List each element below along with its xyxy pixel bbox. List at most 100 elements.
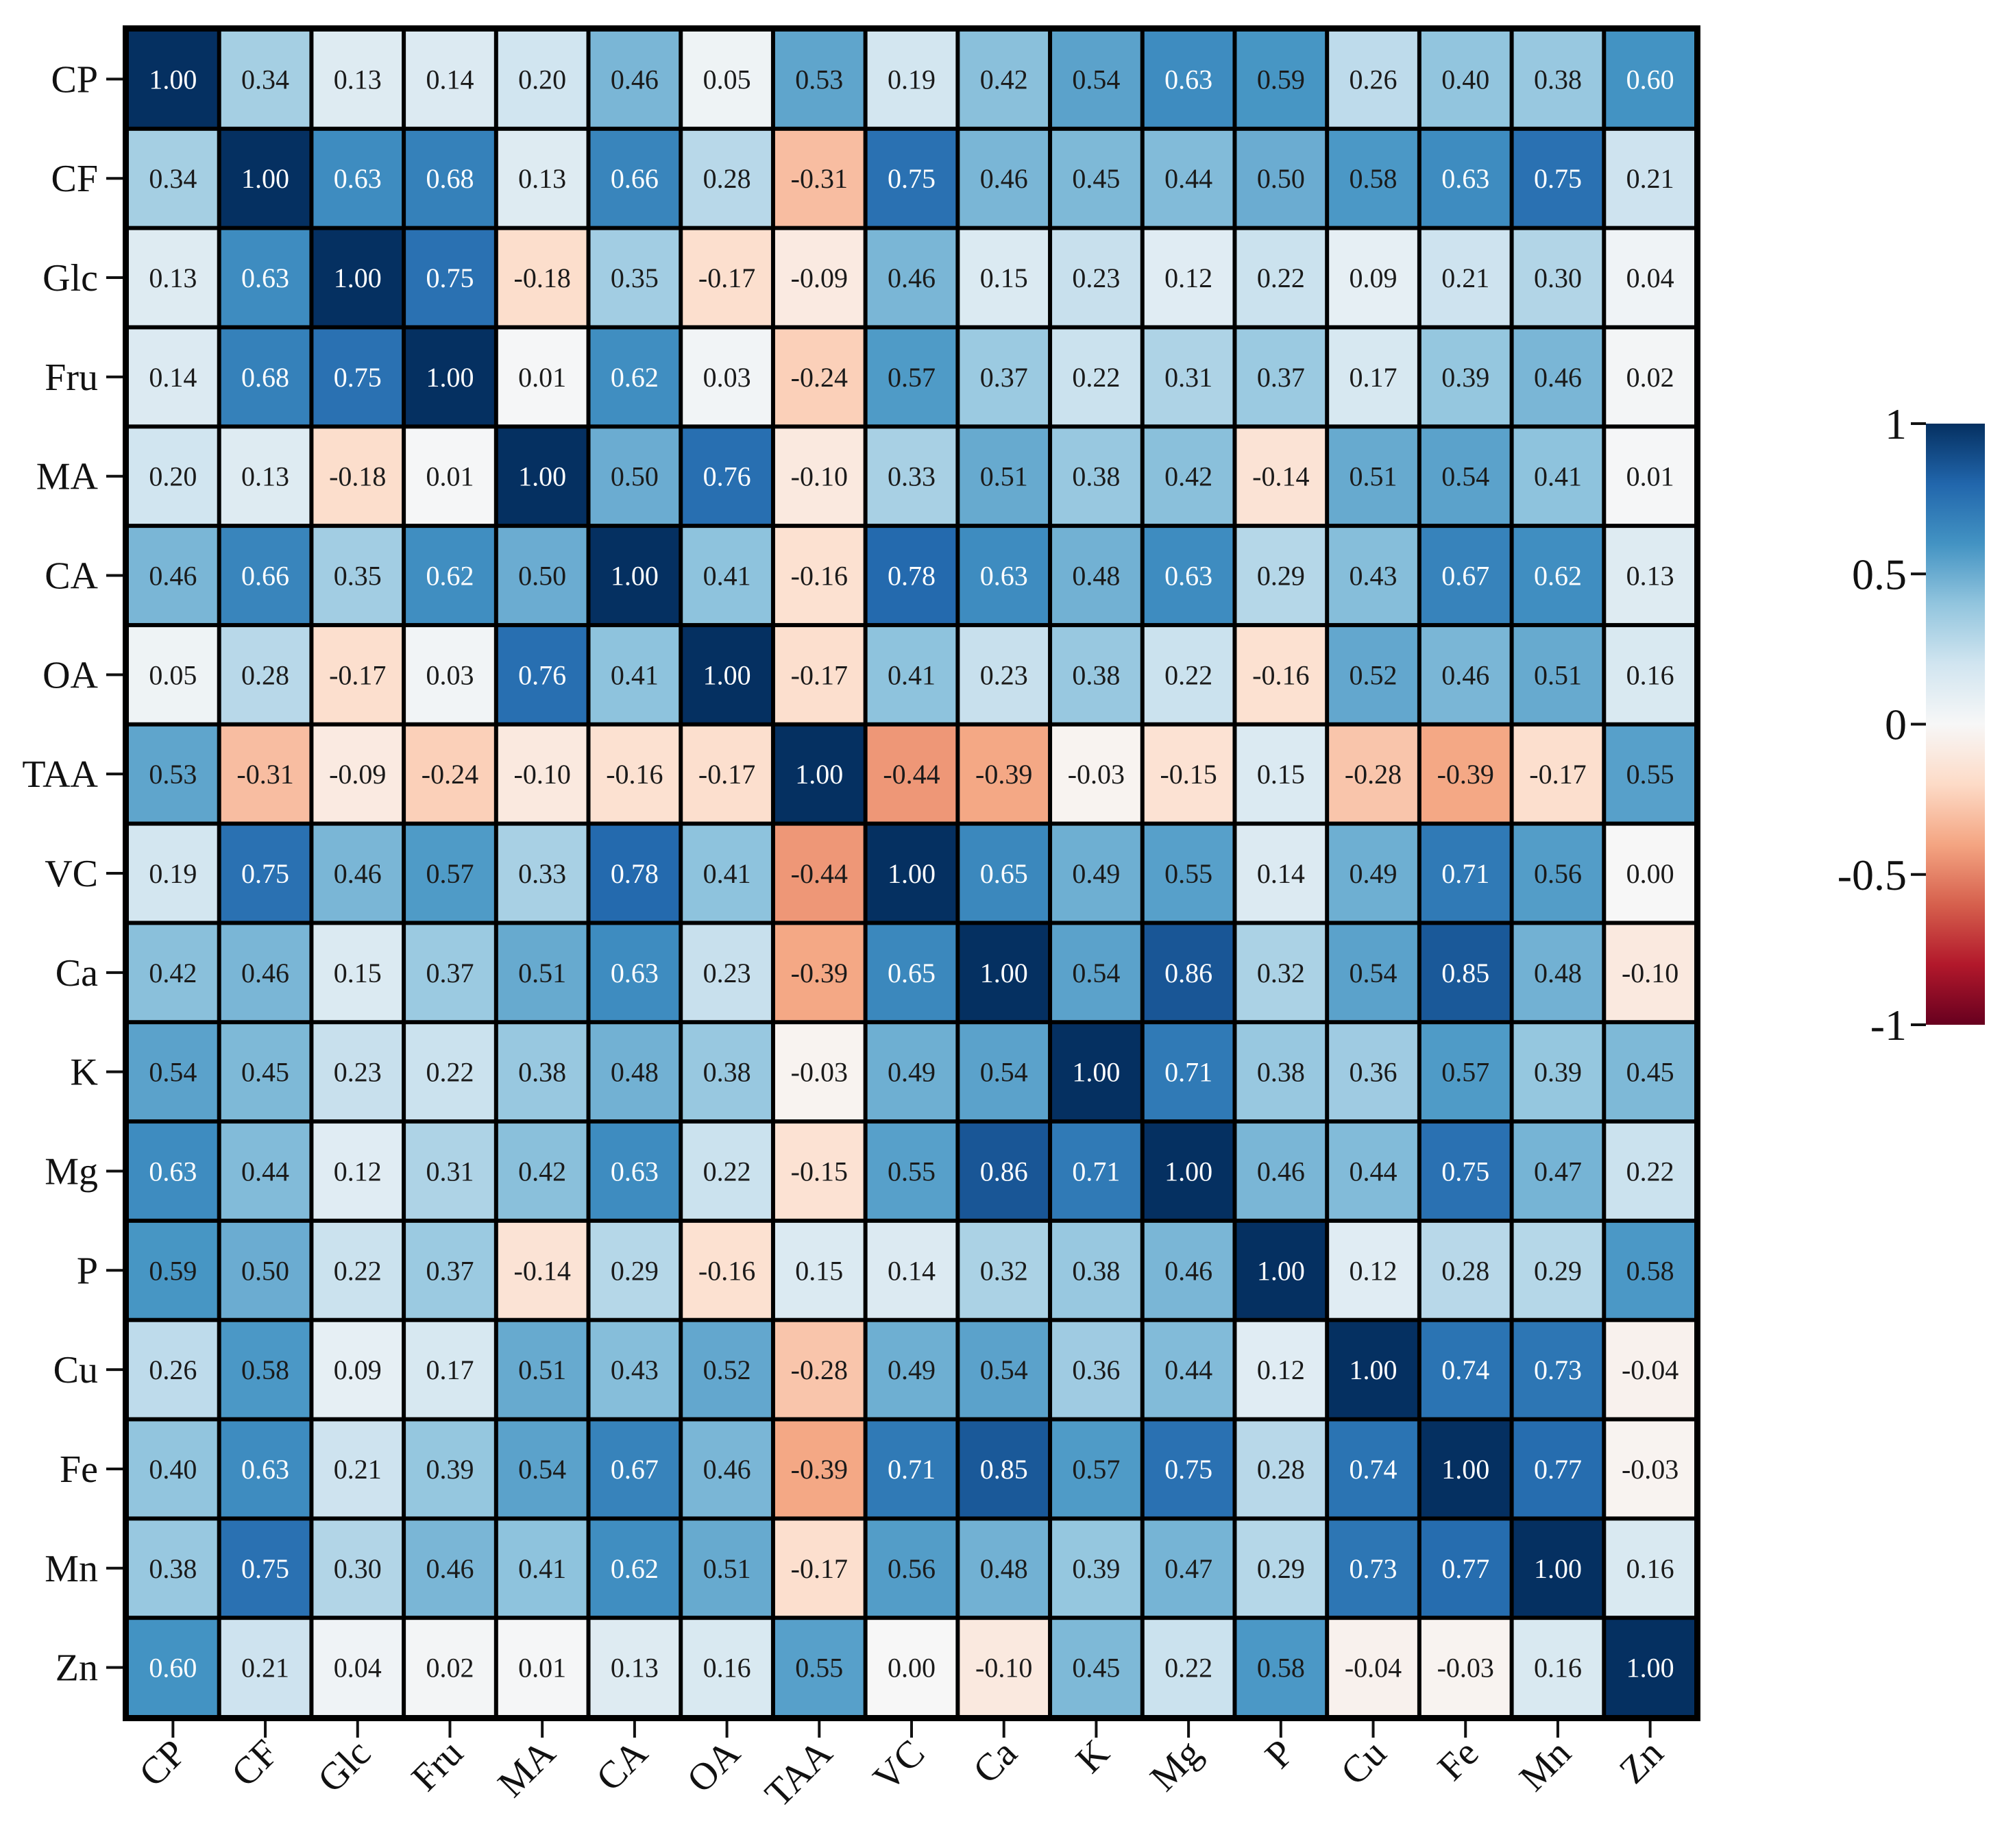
cell-value-label: 0.12: [334, 1156, 382, 1187]
heatmap-cell-CA-MA: [498, 528, 587, 623]
heatmap-cell-Fru-CF: [221, 329, 310, 425]
cell-value-label: 0.12: [1257, 1354, 1305, 1385]
cell-value-label: 0.21: [1441, 263, 1489, 293]
heatmap-cell-Cu-CP: [129, 1322, 217, 1418]
colorbar-gradient: [1926, 424, 1985, 1025]
heatmap-cell-P-K: [1052, 1222, 1140, 1318]
heatmap-cell-Zn-CF: [221, 1620, 310, 1715]
heatmap-cell-Ca-P: [1236, 925, 1326, 1021]
heatmap-cell-CF-OA: [683, 130, 771, 226]
cell-value-label: 0.43: [611, 1354, 659, 1385]
heatmap-cell-TAA-Glc: [313, 726, 402, 822]
y-tick-label-Fru: Fru: [45, 356, 98, 399]
cell-value-label: 0.59: [149, 1255, 197, 1286]
heatmap-cell-MA-MA: [498, 428, 587, 524]
cell-value-label: 0.58: [1626, 1255, 1674, 1286]
x-tick-label-OA: OA: [679, 1731, 748, 1801]
cell-value-label: 0.85: [1441, 958, 1489, 988]
heatmap-cell-VC-Mn: [1513, 825, 1602, 921]
heatmap-cell-K-Cu: [1329, 1024, 1417, 1120]
cell-value-label: 0.63: [1164, 64, 1212, 95]
heatmap-cell-CF-Fru: [406, 130, 494, 226]
heatmap-cell-Zn-TAA: [774, 1620, 864, 1715]
cell-value-label: 0.13: [149, 263, 197, 293]
y-tick-label-TAA: TAA: [22, 753, 98, 796]
cell-value-label: 0.22: [1072, 362, 1120, 393]
cell-value-label: 0.63: [980, 561, 1028, 592]
cell-value-label: 0.85: [980, 1454, 1028, 1485]
heatmap-cell-Mn-Cu: [1329, 1520, 1417, 1616]
heatmap-cell-MA-Fe: [1421, 428, 1510, 524]
heatmap-cell-Ca-Ca: [960, 925, 1049, 1021]
heatmap-cell-Fru-Fru: [406, 329, 494, 425]
cell-value-label: 1.00: [1626, 1653, 1674, 1683]
heatmap-cell-K-VC: [867, 1024, 956, 1120]
cell-value-label: 0.46: [611, 64, 659, 95]
cell-value-label: 0.46: [426, 1553, 474, 1584]
colorbar: 1 0.5 0 -0.5 -1: [1838, 400, 1985, 1049]
heatmap-cell-CA-TAA: [774, 528, 864, 623]
heatmap-cell-P-Fru: [406, 1222, 494, 1318]
heatmap-cell-CA-K: [1052, 528, 1140, 623]
cell-value-label: 0.60: [149, 1653, 197, 1683]
heatmap-cell-Fru-P: [1236, 329, 1326, 425]
heatmap-cell-K-Ca: [960, 1024, 1049, 1120]
cell-value-label: 0.36: [1072, 1354, 1120, 1385]
cell-value-label: 0.86: [1164, 958, 1212, 988]
cell-value-label: 0.42: [149, 958, 197, 988]
heatmap-cell-Mn-Glc: [313, 1520, 402, 1616]
heatmap-cell-Mn-P: [1236, 1520, 1326, 1616]
cell-value-label: 0.76: [703, 461, 751, 492]
cell-value-label: 0.45: [241, 1057, 289, 1088]
cell-value-label: -0.39: [791, 1454, 848, 1485]
heatmap-cell-TAA-CA: [590, 726, 679, 822]
cell-value-label: 0.53: [149, 759, 197, 790]
x-tick-label-Mg: Mg: [1142, 1731, 1210, 1799]
heatmap-cell-OA-Zn: [1606, 627, 1694, 722]
heatmap-cell-VC-VC: [867, 825, 956, 921]
cell-value-label: -0.17: [698, 759, 755, 790]
cell-value-label: 0.57: [888, 362, 936, 393]
heatmap-cell-OA-Ca: [960, 627, 1049, 722]
heatmap-cell-OA-P: [1236, 627, 1326, 722]
cell-value-label: 0.35: [334, 561, 382, 592]
cell-value-label: 0.55: [888, 1156, 936, 1187]
heatmap-cell-VC-CF: [221, 825, 310, 921]
cell-value-label: 0.00: [888, 1653, 936, 1683]
heatmap-cell-OA-MA: [498, 627, 587, 722]
heatmap-cell-CP-CA: [590, 32, 679, 127]
heatmap-cell-P-MA: [498, 1222, 587, 1318]
cell-value-label: -0.17: [698, 263, 755, 293]
heatmap-cell-CF-CP: [129, 130, 217, 226]
cell-value-label: -0.28: [791, 1354, 848, 1385]
heatmap-cell-Cu-OA: [683, 1322, 771, 1418]
heatmap-cell-P-VC: [867, 1222, 956, 1318]
heatmap-cell-Zn-Mg: [1144, 1620, 1233, 1715]
cell-value-label: 0.75: [426, 263, 474, 293]
cell-value-label: 0.41: [518, 1553, 566, 1584]
heatmap-cell-Zn-Zn: [1606, 1620, 1694, 1715]
heatmap-cell-Cu-Fe: [1421, 1322, 1510, 1418]
cell-value-label: 0.39: [1534, 1057, 1582, 1088]
x-axis: CP CF Glc Fru MA CA OA TAA VC Ca K Mg P Cu Fe Mn Zn: [131, 1721, 1672, 1815]
heatmap-cell-Ca-Glc: [313, 925, 402, 1021]
heatmap-cell-K-Mn: [1513, 1024, 1602, 1120]
heatmap-cell-TAA-Zn: [1606, 726, 1694, 822]
y-tick-label-MA: MA: [36, 456, 99, 498]
heatmap-cell-Mn-MA: [498, 1520, 587, 1616]
heatmap-cell-Mn-Fru: [406, 1520, 494, 1616]
cell-value-label: 0.75: [888, 163, 936, 194]
heatmap-cell-Fe-CF: [221, 1421, 310, 1517]
heatmap-cell-CF-P: [1236, 130, 1326, 226]
heatmap-cell-Ca-VC: [867, 925, 956, 1021]
cell-value-label: 0.20: [149, 461, 197, 492]
cell-value-label: 0.63: [1164, 561, 1212, 592]
cell-value-label: 0.16: [1534, 1653, 1582, 1683]
heatmap-cell-Fru-VC: [867, 329, 956, 425]
heatmap-cell-TAA-Fe: [1421, 726, 1510, 822]
cell-value-label: 0.34: [149, 163, 197, 194]
heatmap-cell-MA-Mg: [1144, 428, 1233, 524]
heatmap-cell-CA-Mg: [1144, 528, 1233, 623]
heatmap-cell-K-CA: [590, 1024, 679, 1120]
